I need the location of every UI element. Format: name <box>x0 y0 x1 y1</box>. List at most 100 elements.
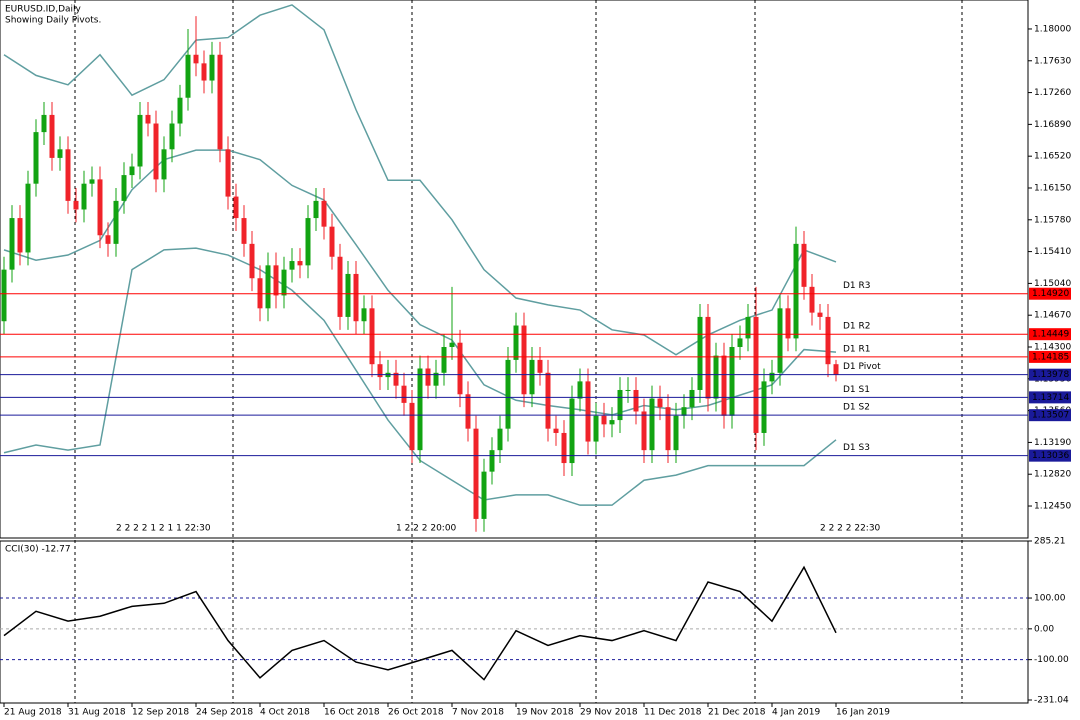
y-tick-label: 1.17630 <box>1034 56 1071 66</box>
price-box <box>1029 391 1071 404</box>
candle-body <box>649 398 655 451</box>
candle-body <box>689 389 695 408</box>
pivot-name: D1 R1 <box>843 344 871 354</box>
x-tick-label: 21 Dec 2018 <box>708 708 766 718</box>
candle-body <box>153 123 159 180</box>
candle-body <box>465 394 471 429</box>
candle-body <box>145 114 151 124</box>
candle-body <box>273 265 279 296</box>
price-box <box>1029 449 1071 462</box>
candle-body <box>449 342 455 348</box>
candle-body <box>233 196 239 219</box>
candle-body <box>369 308 375 365</box>
x-tick-label: 4 Oct 2018 <box>260 708 310 718</box>
pivot-name: D1 S1 <box>843 385 870 395</box>
candle-body <box>809 286 815 313</box>
candle-body <box>801 243 807 287</box>
pivot-name: D1 Pivot <box>843 362 881 372</box>
pivot-name: D1 S3 <box>843 443 870 453</box>
symbol-label: EURUSD.ID,Daily <box>5 5 82 15</box>
candle-body <box>537 359 543 373</box>
x-tick-label: 24 Sep 2018 <box>196 708 253 718</box>
candle-body <box>425 368 431 386</box>
price-box <box>1029 287 1071 300</box>
candle-body <box>481 471 487 519</box>
candle-body <box>713 355 719 399</box>
candle-body <box>1 269 7 322</box>
candle-body <box>833 364 839 375</box>
candle-body <box>113 200 119 244</box>
candle-body <box>601 415 607 425</box>
price-box-label: 1.13036 <box>1032 451 1069 461</box>
candle-body <box>201 63 207 81</box>
pivot-name: D1 R2 <box>843 322 871 332</box>
candle-body <box>441 347 447 373</box>
y-tick-label: 1.13190 <box>1034 438 1071 448</box>
x-tick-label: 19 Nov 2018 <box>516 708 574 718</box>
candle-body <box>137 114 143 167</box>
x-tick-label: 16 Jan 2019 <box>836 708 890 718</box>
x-tick-label: 11 Dec 2018 <box>644 708 702 718</box>
y-tick-label: -231.04 <box>1034 696 1069 706</box>
session-marker: 1 2 2 2 20:00 <box>396 524 457 534</box>
candle-body <box>105 235 111 244</box>
candle-body <box>697 316 703 390</box>
session-marker: 2 2 2 2 1 2 1 1 22:30 <box>116 524 211 534</box>
price-box <box>1029 350 1071 363</box>
candle-body <box>241 218 247 244</box>
price-box <box>1029 409 1071 422</box>
y-tick-label: 1.12450 <box>1034 502 1071 512</box>
candle-body <box>337 256 343 317</box>
candle-body <box>17 218 23 253</box>
candle-body <box>577 381 583 399</box>
candle-body <box>473 428 479 519</box>
y-tick-label: -100.00 <box>1034 655 1069 665</box>
candle-body <box>409 402 415 451</box>
price-box-label: 1.13507 <box>1032 411 1069 421</box>
candle-body <box>9 218 15 270</box>
y-tick-label: 0.00 <box>1034 624 1054 634</box>
y-tick-label: 1.14670 <box>1034 311 1071 321</box>
candle-body <box>817 312 823 317</box>
candle-body <box>417 368 423 451</box>
pivot-name: D1 S2 <box>843 403 870 413</box>
candle-body <box>513 325 519 360</box>
candle-body <box>705 316 711 399</box>
candle-body <box>217 54 223 150</box>
candle-body <box>737 338 743 348</box>
price-box <box>1029 328 1071 341</box>
candle-body <box>561 432 567 464</box>
x-tick-label: 12 Sep 2018 <box>132 708 189 718</box>
x-tick-label: 21 Aug 2018 <box>4 708 62 718</box>
candle-body <box>681 407 687 416</box>
candle-body <box>497 428 503 451</box>
pivot-note: Showing Daily Pivots. <box>5 16 101 26</box>
candle-body <box>673 415 679 451</box>
candle-body <box>433 372 439 386</box>
y-tick-label: 1.17260 <box>1034 88 1071 98</box>
candle-body <box>377 364 383 378</box>
candle-body <box>161 149 167 180</box>
y-tick-label: 1.16520 <box>1034 152 1071 162</box>
candle-body <box>81 183 87 210</box>
candle-body <box>785 308 791 339</box>
candle-body <box>769 372 775 382</box>
candle-body <box>297 261 303 266</box>
candle-body <box>553 428 559 433</box>
bollinger-upper <box>3 4 837 356</box>
candle-body <box>33 132 39 184</box>
candle-body <box>745 316 751 339</box>
candle-body <box>617 389 623 421</box>
candle-body <box>633 389 639 412</box>
candle-body <box>489 450 495 472</box>
candle-body <box>529 359 535 395</box>
candle-body <box>321 200 327 227</box>
y-tick-label: 1.14300 <box>1034 343 1071 353</box>
y-tick-label: 1.12820 <box>1034 470 1071 480</box>
price-box-label: 1.13714 <box>1032 393 1069 403</box>
candle-body <box>121 175 127 201</box>
candle-body <box>401 385 407 403</box>
price-box-label: 1.13978 <box>1032 370 1069 380</box>
candle-body <box>265 265 271 309</box>
candle-body <box>49 114 55 158</box>
